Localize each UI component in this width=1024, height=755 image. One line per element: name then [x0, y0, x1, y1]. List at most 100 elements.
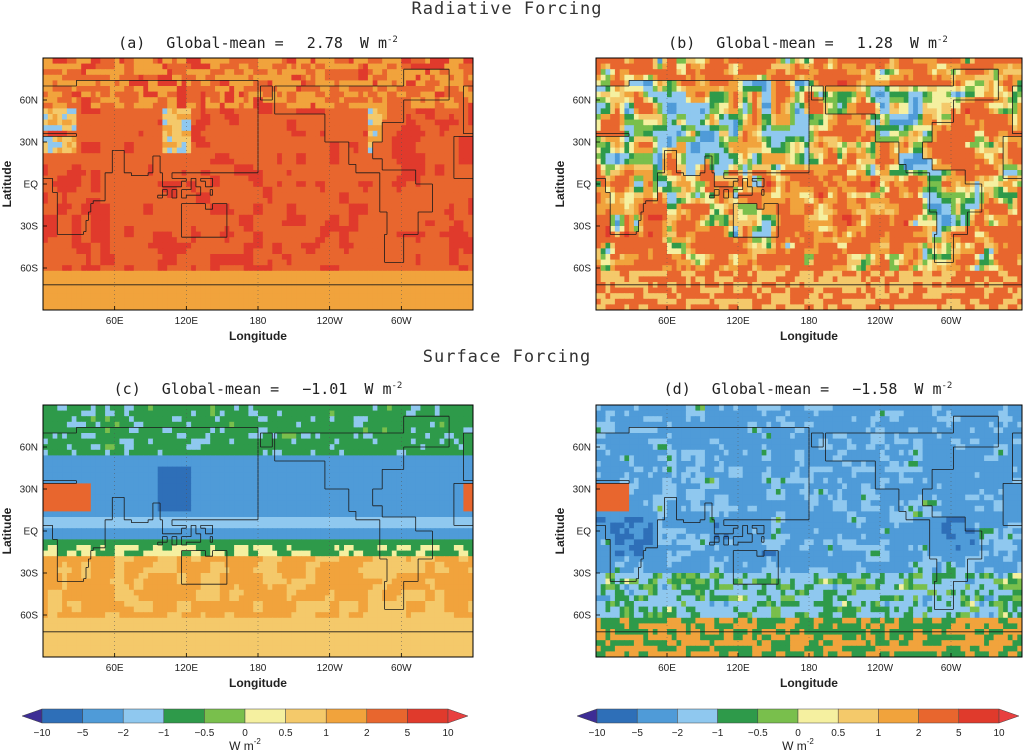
colorbar-tick: 0 [795, 728, 801, 739]
panel-b-units: W m [910, 34, 937, 52]
colorbar-segment [596, 708, 638, 724]
colorbar-tick: 2 [364, 728, 370, 739]
panel-a-ytick: 60S [20, 264, 38, 275]
panel-b-field [596, 58, 1022, 310]
panel-b-ytick: 30N [573, 138, 591, 149]
panel-a-xtick: 60E [106, 316, 124, 327]
panel-c-label: (c) [114, 380, 141, 398]
panel-a-global-mean: 2.78 [307, 34, 343, 52]
panel-a-ylabel: Latitude [0, 160, 14, 207]
colorbar-tick: 5 [956, 728, 962, 739]
section-title-radiative: Radiative Forcing [412, 0, 603, 19]
colorbar-tick: 5 [405, 728, 411, 739]
panel-b-ylabel: Latitude [553, 160, 567, 207]
panel-c-units: W m [364, 380, 391, 398]
colorbar-segment [918, 708, 960, 724]
panel-a-units: W m [360, 34, 387, 52]
panel-b-xtick: 60W [941, 316, 962, 327]
panel-a-title-prefix: Global-mean = [166, 34, 283, 52]
colorbar-segment [797, 708, 839, 724]
colorbar-tick: −0.5 [748, 728, 768, 739]
panel-c-coastlines [43, 415, 473, 633]
colorbar-segment [757, 708, 799, 724]
panel-a-ytick: 60N [20, 96, 38, 107]
colorbar-segment [163, 708, 205, 724]
colorbar-right-units: W m-2 [782, 737, 814, 753]
panel-a-ytick: 30N [20, 138, 38, 149]
colorbar-tick: −5 [77, 728, 89, 739]
panel-c-title-prefix: Global-mean = [162, 380, 279, 398]
panel-c-xtick: 120W [317, 663, 344, 674]
colorbar-segment [366, 708, 408, 724]
panel-d-title-prefix: Global-mean = [712, 380, 829, 398]
panel-b-xtick: 120E [726, 316, 750, 327]
panel-b-ytick: 30S [573, 222, 591, 233]
panel-b-xtick: 120W [867, 316, 894, 327]
colorbar-tick: 0.5 [831, 728, 845, 739]
panel-a-ytick: 30S [20, 222, 38, 233]
panel-d-ylabel: Latitude [553, 507, 567, 554]
panel-d-xlabel: Longitude [780, 676, 838, 690]
panel-d-xtick: 120E [726, 663, 750, 674]
panel-d-coastlines [596, 415, 1022, 633]
panel-d-xtick: 180 [801, 663, 818, 674]
panel-b-ytick: 60S [573, 264, 591, 275]
colorbar-segment [447, 708, 469, 724]
panel-c-xtick: 60W [391, 663, 412, 674]
panel-d-xtick: 60E [658, 663, 676, 674]
colorbar-segment [82, 708, 124, 724]
colorbar-tick: −10 [34, 728, 51, 739]
panel-c-ytick: EQ [24, 527, 39, 538]
panel-b-ytick: EQ [577, 180, 592, 191]
panel-a-field [43, 58, 473, 310]
colorbar-segment [407, 708, 449, 724]
colorbar-left-units: W m-2 [229, 737, 261, 753]
panel-c: (c) Global-mean = −1.01 W m-2 60E 120E 180… [0, 380, 474, 690]
panel-a-coastlines [43, 68, 473, 286]
panel-a-xlabel: Longitude [229, 329, 287, 343]
panel-a-units-exp: -2 [387, 35, 398, 45]
colorbar-tick: −5 [631, 728, 643, 739]
panel-c-xtick: 180 [250, 663, 267, 674]
colorbar-segment [636, 708, 678, 724]
colorbar-tick: 10 [442, 728, 454, 739]
panel-b: (b) Global-mean = 1.28 W m-2 60E 120E 180 1… [553, 34, 1023, 343]
colorbar-left: −10 −5 −2 −1 −0.5 0 0.5 1 2 5 10 [21, 708, 469, 739]
panel-a-label: (a) [118, 34, 145, 52]
colorbar-tick: 2 [916, 728, 922, 739]
panel-c-global-mean: −1.01 [302, 380, 347, 398]
colorbar-segment [244, 708, 286, 724]
panel-c-ytick: 30S [20, 569, 38, 580]
colorbar-right: −10 −5 −2 −1 −0.5 0 0.5 1 2 5 10 [576, 708, 1020, 739]
colorbar-tick: 0 [242, 728, 248, 739]
colorbar-tick: 1 [323, 728, 329, 739]
colorbar-tick: −10 [589, 728, 606, 739]
colorbar-segment [837, 708, 879, 724]
colorbar-tick: −2 [672, 728, 684, 739]
panel-b-coastlines [596, 68, 1022, 286]
panel-d-ytick: EQ [577, 527, 592, 538]
panel-a-xtick: 180 [250, 316, 267, 327]
panel-d-title: (d) Global-mean = −1.58 W m-2 [664, 380, 953, 398]
colorbar-segment [325, 708, 368, 724]
panel-c-title: (c) Global-mean = −1.01 W m-2 [114, 380, 403, 398]
panel-d-units-exp: -2 [942, 381, 953, 391]
panel-c-ylabel: Latitude [0, 507, 14, 554]
panel-a-xtick: 120W [317, 316, 344, 327]
panel-b-ytick: 60N [573, 96, 591, 107]
panel-a-xtick: 60W [391, 316, 412, 327]
panel-a-xtick: 120E [175, 316, 199, 327]
panel-d-units: W m [914, 380, 941, 398]
panel-d-ytick: 30S [573, 569, 591, 580]
panel-d-xtick: 60W [941, 663, 962, 674]
panel-a-ytick: EQ [24, 180, 39, 191]
colorbar-segment [576, 708, 598, 724]
panel-d-xtick: 120W [867, 663, 894, 674]
panel-c-field [43, 405, 473, 657]
panel-b-title: (b) Global-mean = 1.28 W m-2 [668, 34, 948, 52]
colorbar-tick: 1 [876, 728, 882, 739]
colorbar-segment [878, 708, 919, 724]
colorbar-tick: −2 [117, 728, 129, 739]
section-title-surface: Surface Forcing [423, 347, 592, 367]
